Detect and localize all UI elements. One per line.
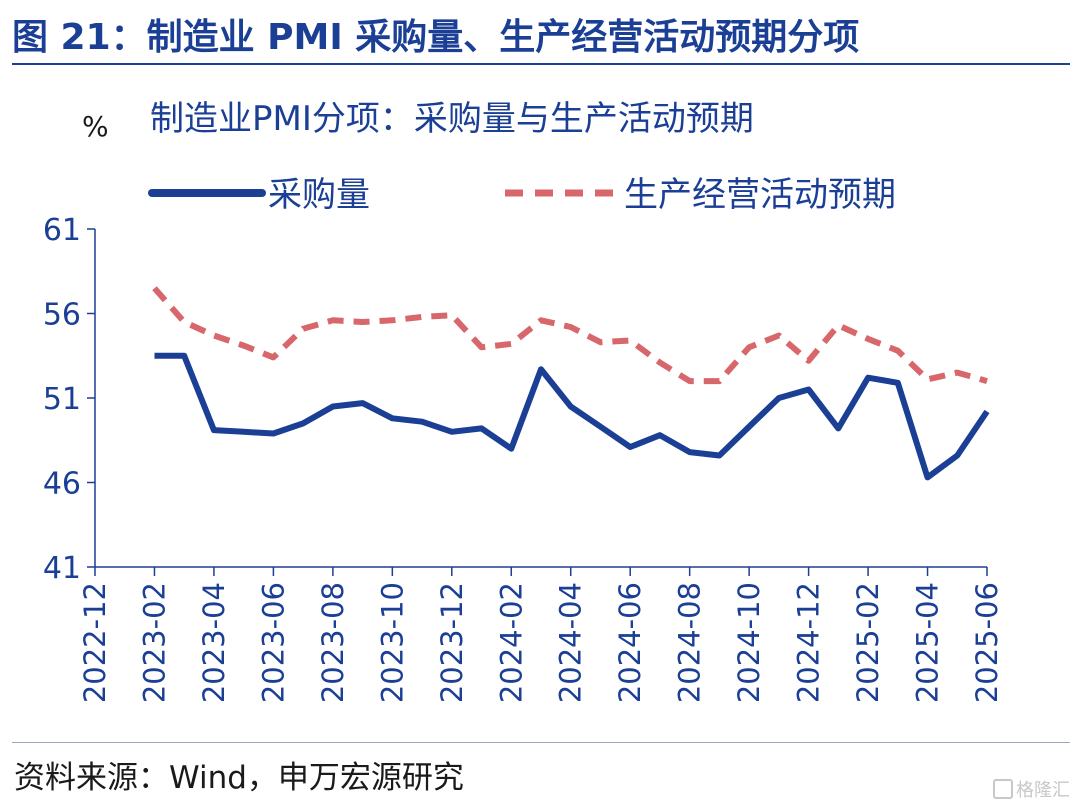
figure-title: 图 21：制造业 PMI 采购量、生产经营活动预期分项 — [12, 17, 860, 58]
watermark-text: 格隆汇 — [1016, 780, 1070, 801]
x-tick-label: 2025-06 — [970, 582, 1004, 703]
x-tick-label: 2023-12 — [435, 582, 469, 703]
legend-label-expectation: 生产经营活动预期 — [624, 175, 896, 215]
y-tick-label: 61 — [43, 213, 81, 248]
title-divider — [12, 63, 1070, 65]
series-line-expectation — [152, 286, 988, 385]
x-tick-label: 2024-08 — [673, 582, 707, 703]
x-tick-label: 2024-02 — [494, 582, 528, 703]
watermark-logo-icon — [993, 779, 1013, 799]
x-tick-label: 2023-04 — [197, 582, 231, 703]
legend-label-purchase: 采购量 — [268, 175, 370, 215]
chart-title: 制造业PMI分项：采购量与生产活动预期 — [150, 99, 754, 139]
x-tick-label: 2023-06 — [256, 582, 290, 703]
x-tick-label: 2025-04 — [911, 582, 945, 703]
series-line-purchase — [154, 352, 990, 481]
chart-legend: 采购量 生产经营活动预期 — [148, 175, 896, 215]
x-tick-label: 2025-02 — [851, 582, 885, 703]
source-note: 资料来源：Wind，申万宏源研究 — [14, 760, 464, 796]
x-tick-label: 2023-10 — [375, 582, 409, 703]
footer-divider — [12, 742, 1070, 743]
watermark: 格隆汇 — [993, 776, 1070, 802]
x-tick-label: 2023-08 — [316, 582, 350, 703]
y-tick-label: 46 — [43, 467, 81, 502]
y-tick-label: 51 — [43, 382, 81, 417]
x-tick-label: 2024-04 — [554, 582, 588, 703]
y-axis-unit-label: % — [82, 110, 109, 143]
x-tick-label: 2024-06 — [613, 582, 647, 703]
line-chart: 制造业PMI分项：采购量与生产活动预期 % 采购量 生产经营活动预期 41 46 5… — [43, 99, 1004, 703]
y-tick-label: 56 — [43, 298, 81, 333]
chart-axes: 41 46 51 56 61 2022-12 2023-02 2023-04 2023-06 20… — [43, 213, 1004, 703]
x-tick-label: 2024-10 — [732, 582, 766, 703]
x-tick-label: 2022-12 — [78, 582, 112, 703]
chart-series — [152, 286, 990, 481]
y-tick-label: 41 — [43, 551, 81, 586]
x-tick-label: 2024-12 — [792, 582, 826, 703]
x-tick-label: 2023-02 — [137, 582, 171, 703]
